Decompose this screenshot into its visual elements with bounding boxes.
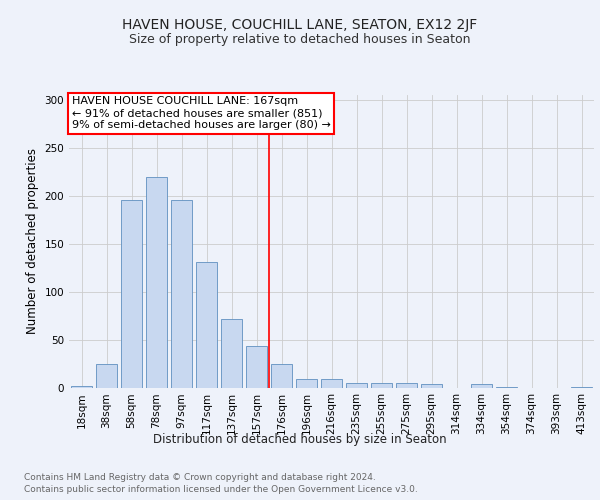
Bar xyxy=(171,200,192,388)
Bar xyxy=(571,386,592,388)
Text: Distribution of detached houses by size in Seaton: Distribution of detached houses by size … xyxy=(153,432,447,446)
Text: HAVEN HOUSE COUCHILL LANE: 167sqm
← 91% of detached houses are smaller (851)
9% : HAVEN HOUSE COUCHILL LANE: 167sqm ← 91% … xyxy=(71,96,331,130)
Y-axis label: Number of detached properties: Number of detached properties xyxy=(26,148,39,334)
Bar xyxy=(121,200,142,388)
Bar xyxy=(146,176,167,388)
Bar xyxy=(271,364,292,388)
Bar xyxy=(196,262,217,388)
Text: Contains public sector information licensed under the Open Government Licence v3: Contains public sector information licen… xyxy=(24,485,418,494)
Bar xyxy=(371,382,392,388)
Text: HAVEN HOUSE, COUCHILL LANE, SEATON, EX12 2JF: HAVEN HOUSE, COUCHILL LANE, SEATON, EX12… xyxy=(122,18,478,32)
Bar xyxy=(496,386,517,388)
Bar xyxy=(346,382,367,388)
Text: Size of property relative to detached houses in Seaton: Size of property relative to detached ho… xyxy=(129,32,471,46)
Text: Contains HM Land Registry data © Crown copyright and database right 2024.: Contains HM Land Registry data © Crown c… xyxy=(24,472,376,482)
Bar xyxy=(321,379,342,388)
Bar xyxy=(221,320,242,388)
Bar xyxy=(471,384,492,388)
Bar xyxy=(296,379,317,388)
Bar xyxy=(71,386,92,388)
Bar xyxy=(96,364,117,388)
Bar xyxy=(396,382,417,388)
Bar xyxy=(246,346,267,388)
Bar xyxy=(421,384,442,388)
